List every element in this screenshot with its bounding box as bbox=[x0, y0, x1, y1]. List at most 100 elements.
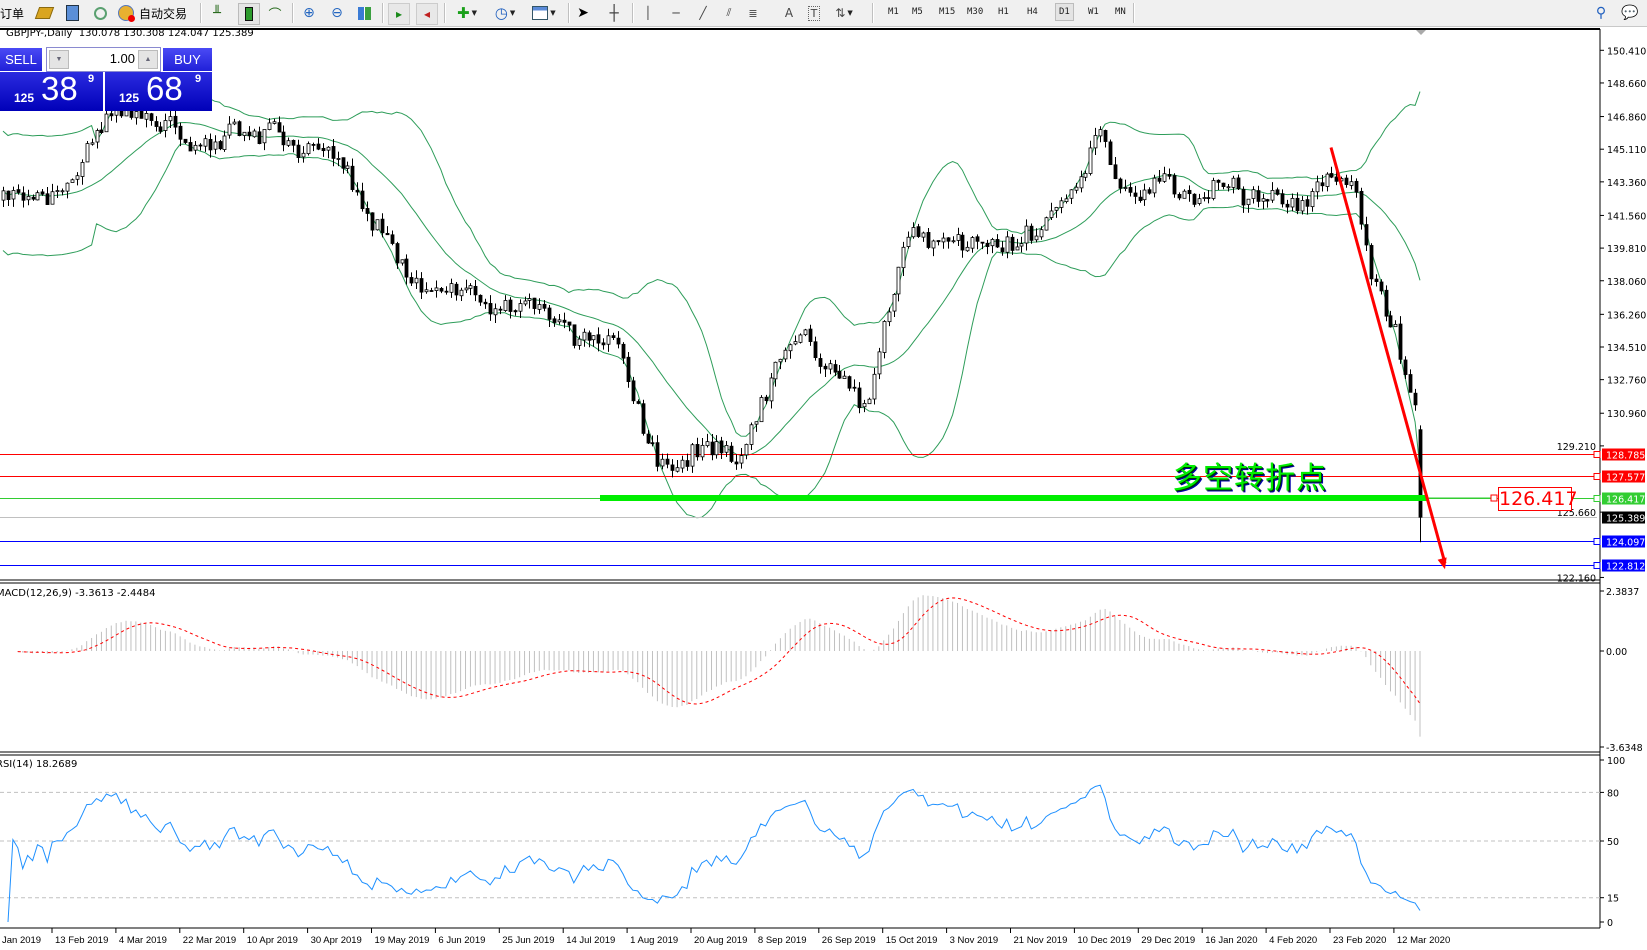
timeframe-h4-button[interactable]: H4 bbox=[1027, 7, 1038, 17]
bearish-candle bbox=[218, 141, 223, 150]
autotrading-button[interactable]: 自动交易 bbox=[118, 3, 187, 23]
timeframe-m1-button[interactable]: M1 bbox=[888, 7, 899, 17]
vertical-line-button[interactable]: │ bbox=[640, 3, 656, 23]
bearish-candle bbox=[385, 233, 390, 236]
equidistant-channel-button[interactable]: ⫽ bbox=[720, 3, 738, 23]
trend-arrow[interactable] bbox=[1329, 147, 1447, 570]
bullish-candle bbox=[242, 131, 247, 136]
bearish-candle bbox=[665, 458, 670, 465]
bearish-candle bbox=[1206, 197, 1211, 199]
bearish-candle bbox=[985, 242, 990, 247]
timeframe-m30-button[interactable]: M30 bbox=[967, 7, 984, 17]
meta-editor-button[interactable] bbox=[64, 3, 80, 23]
timeframe-w1-button[interactable]: W1 bbox=[1088, 7, 1099, 17]
bullish-candle bbox=[591, 335, 596, 341]
bearish-candle bbox=[655, 442, 660, 467]
bullish-candle bbox=[1083, 172, 1088, 178]
bullish-candle bbox=[931, 240, 936, 249]
macd-title: MACD(12,26,9) -3.3613 -2.4484 bbox=[0, 588, 156, 599]
bullish-candle bbox=[222, 135, 227, 150]
time-tick-label: 15 Oct 2019 bbox=[886, 935, 938, 946]
horizontal-line-button[interactable]: ─ bbox=[668, 3, 684, 23]
timeframe-mn-button[interactable]: MN bbox=[1115, 7, 1126, 17]
text-label-button[interactable]: T bbox=[806, 3, 822, 23]
time-tick-label: 25 Jun 2019 bbox=[502, 935, 554, 946]
signals-button[interactable] bbox=[92, 3, 108, 23]
buy-button[interactable]: BUY bbox=[163, 48, 212, 71]
zoom-out-button[interactable]: ⊖ bbox=[328, 3, 346, 23]
buy-price-button[interactable]: 125 68 9 bbox=[105, 70, 212, 111]
arrows-button[interactable]: ⇅ ▼ bbox=[830, 3, 858, 23]
indicators-button[interactable]: ✚ ▼ bbox=[452, 3, 482, 23]
bearish-candle bbox=[1133, 192, 1138, 197]
support-line[interactable] bbox=[600, 494, 1498, 502]
bearish-candle bbox=[395, 243, 400, 264]
bearish-candle bbox=[40, 191, 45, 195]
channel-icon: ⫽ bbox=[726, 6, 732, 19]
document-icon bbox=[65, 5, 79, 21]
bullish-candle bbox=[582, 331, 587, 341]
zoom-in-button[interactable]: ⊕ bbox=[300, 3, 318, 23]
chat-button[interactable]: 💬 bbox=[1620, 3, 1640, 23]
bullish-candle bbox=[660, 458, 665, 467]
toolbar-separator bbox=[568, 3, 570, 23]
support-price-label[interactable]: 126.417 bbox=[1498, 487, 1578, 511]
timeframe-d1-button[interactable]: D1 bbox=[1055, 3, 1074, 21]
sell-button[interactable]: SELL bbox=[0, 48, 42, 71]
bearish-candle bbox=[1329, 173, 1334, 178]
bearish-candle bbox=[808, 328, 813, 342]
bearish-candle bbox=[975, 236, 980, 242]
rsi-tick-label: 80 bbox=[1607, 788, 1619, 799]
price-tick-label: 129.210 bbox=[1557, 442, 1596, 453]
bearish-candle bbox=[158, 126, 163, 132]
bullish-candle bbox=[965, 246, 970, 252]
sell-price-button[interactable]: 125 38 9 bbox=[0, 70, 103, 111]
bearish-candle bbox=[331, 146, 336, 159]
price-level-label: 124.097 bbox=[1606, 538, 1645, 549]
cursor-button[interactable]: ➤ bbox=[574, 3, 592, 23]
template-icon bbox=[532, 6, 549, 20]
bullish-candle bbox=[1074, 186, 1079, 191]
text-button[interactable]: A bbox=[782, 3, 796, 23]
line-chart-button[interactable]: ⌒ bbox=[266, 3, 284, 23]
bullish-candle bbox=[1270, 190, 1275, 201]
bearish-candle bbox=[626, 356, 631, 383]
bearish-candle bbox=[719, 440, 724, 454]
macd-tick-label: 0.00 bbox=[1606, 647, 1627, 658]
timeframe-h1-button[interactable]: H1 bbox=[998, 7, 1009, 17]
bullish-candle bbox=[1393, 323, 1398, 328]
bearish-candle bbox=[478, 294, 483, 303]
trendline-button[interactable]: ╱ bbox=[695, 3, 711, 23]
tile-windows-button[interactable] bbox=[355, 3, 373, 23]
bullish-candle bbox=[1079, 176, 1084, 189]
reversal-point-annotation[interactable]: 多空转折点 bbox=[1172, 461, 1327, 496]
new-order-button[interactable]: 订单 bbox=[0, 3, 24, 23]
bullish-candle bbox=[1226, 186, 1231, 189]
periods-button[interactable]: ◷ ▼ bbox=[490, 3, 520, 23]
bearish-candle bbox=[1192, 193, 1197, 205]
lot-increase-button[interactable]: ▲ bbox=[138, 50, 158, 69]
chevron-down-icon: ▼ bbox=[509, 9, 516, 17]
bearish-candle bbox=[1305, 199, 1310, 207]
bearish-candle bbox=[1236, 177, 1241, 190]
timeframe-m5-button[interactable]: M5 bbox=[912, 7, 923, 17]
fibonacci-button[interactable]: ≣ bbox=[745, 3, 761, 23]
lot-size-input[interactable]: 1.00 bbox=[109, 51, 135, 66]
history-center-button[interactable] bbox=[34, 3, 54, 23]
bar-chart-icon: ╨ bbox=[213, 5, 221, 21]
templates-button[interactable]: ▼ bbox=[528, 3, 560, 23]
chart-shift-button[interactable]: ◂ bbox=[416, 3, 438, 25]
bar-chart-button[interactable]: ╨ bbox=[208, 3, 226, 23]
bullish-candle bbox=[267, 122, 272, 130]
timeframe-m15-button[interactable]: M15 bbox=[939, 7, 956, 17]
lot-decrease-button[interactable]: ▼ bbox=[49, 50, 69, 69]
bullish-candle bbox=[50, 191, 55, 205]
chart-shift-marker[interactable] bbox=[1416, 30, 1426, 35]
candlestick-chart-button[interactable] bbox=[238, 3, 260, 25]
search-button[interactable]: ⚲ bbox=[1593, 3, 1609, 23]
bullish-candle bbox=[1211, 180, 1216, 199]
crosshair-button[interactable]: ┼ bbox=[605, 3, 623, 23]
auto-scroll-button[interactable]: ▸ bbox=[388, 3, 410, 25]
time-tick-label: 3 Nov 2019 bbox=[950, 935, 999, 946]
